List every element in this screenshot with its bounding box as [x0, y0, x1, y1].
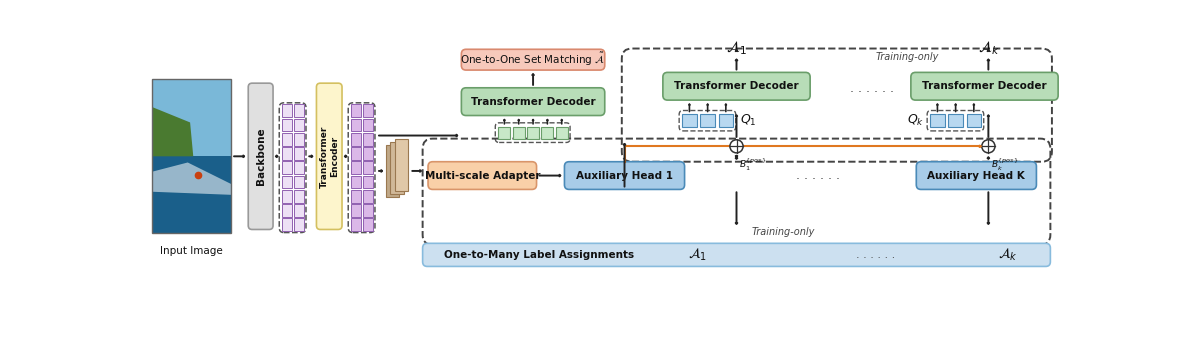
- FancyBboxPatch shape: [917, 162, 1036, 190]
- Polygon shape: [152, 162, 231, 195]
- Bar: [363, 119, 373, 131]
- Bar: [294, 104, 304, 117]
- Bar: [350, 133, 361, 145]
- Text: $\mathcal{A}_k$: $\mathcal{A}_k$: [998, 247, 1017, 263]
- Circle shape: [730, 140, 743, 153]
- Bar: [527, 127, 539, 139]
- Text: Transformer Decoder: Transformer Decoder: [923, 81, 1047, 91]
- Bar: [282, 190, 291, 203]
- Text: Transformer Decoder: Transformer Decoder: [674, 81, 799, 91]
- Bar: [294, 204, 304, 217]
- Bar: [294, 133, 304, 145]
- Bar: [363, 175, 373, 188]
- Bar: [294, 218, 304, 231]
- Bar: [294, 161, 304, 174]
- Text: $B_k^{\{pos\}}$: $B_k^{\{pos\}}$: [991, 157, 1018, 173]
- Bar: [719, 114, 733, 127]
- Bar: [363, 104, 373, 117]
- Text: Training-only: Training-only: [752, 227, 814, 237]
- Text: $\mathcal{A}_1$: $\mathcal{A}_1$: [688, 247, 707, 263]
- Bar: [363, 161, 373, 174]
- Bar: [350, 190, 361, 203]
- Bar: [363, 147, 373, 160]
- FancyBboxPatch shape: [248, 83, 273, 229]
- Bar: [282, 133, 291, 145]
- Bar: [350, 161, 361, 174]
- Text: Backbone: Backbone: [256, 127, 266, 185]
- Text: $\mathcal{A}_1$: $\mathcal{A}_1$: [726, 39, 747, 56]
- FancyBboxPatch shape: [461, 88, 604, 115]
- Bar: [966, 114, 981, 127]
- Bar: [152, 79, 231, 156]
- Text: Input Image: Input Image: [160, 246, 223, 256]
- Text: Auxiliary Head 1: Auxiliary Head 1: [576, 170, 673, 181]
- Text: . . . . . .: . . . . . .: [850, 82, 894, 95]
- Bar: [682, 114, 696, 127]
- Bar: [363, 133, 373, 145]
- Text: Training-only: Training-only: [876, 52, 938, 62]
- FancyBboxPatch shape: [663, 72, 811, 100]
- Bar: [294, 190, 304, 203]
- Bar: [363, 218, 373, 231]
- Bar: [498, 127, 511, 139]
- FancyBboxPatch shape: [461, 49, 604, 70]
- Bar: [386, 145, 399, 197]
- Bar: [152, 156, 231, 233]
- Text: Transformer
Encoder: Transformer Encoder: [320, 125, 339, 187]
- Bar: [294, 175, 304, 188]
- Bar: [701, 114, 715, 127]
- Bar: [282, 147, 291, 160]
- Bar: [282, 119, 291, 131]
- Bar: [282, 104, 291, 117]
- Bar: [152, 79, 231, 233]
- Bar: [391, 142, 404, 194]
- Text: $Q_1$: $Q_1$: [740, 113, 756, 128]
- Bar: [556, 127, 568, 139]
- Bar: [363, 190, 373, 203]
- FancyBboxPatch shape: [564, 162, 684, 190]
- Text: $B_1^{\{pos\}}$: $B_1^{\{pos\}}$: [739, 157, 766, 173]
- Circle shape: [982, 140, 995, 153]
- Polygon shape: [152, 107, 194, 156]
- Bar: [513, 127, 525, 139]
- FancyBboxPatch shape: [422, 243, 1050, 267]
- Text: . . . . . .: . . . . . .: [857, 250, 896, 260]
- Bar: [542, 127, 553, 139]
- Bar: [282, 161, 291, 174]
- FancyBboxPatch shape: [428, 162, 537, 190]
- Bar: [294, 119, 304, 131]
- FancyBboxPatch shape: [911, 72, 1058, 100]
- Text: $\mathcal{A}_k$: $\mathcal{A}_k$: [977, 39, 999, 56]
- FancyBboxPatch shape: [316, 83, 342, 229]
- Bar: [949, 114, 963, 127]
- Bar: [294, 147, 304, 160]
- Bar: [350, 218, 361, 231]
- Bar: [350, 175, 361, 188]
- Text: $Q_k$: $Q_k$: [907, 113, 924, 128]
- Text: One-to-One Set Matching $\tilde{\mathcal{A}}$: One-to-One Set Matching $\tilde{\mathcal…: [460, 51, 605, 68]
- Bar: [282, 175, 291, 188]
- Bar: [350, 104, 361, 117]
- Bar: [930, 114, 944, 127]
- Bar: [282, 204, 291, 217]
- Bar: [350, 147, 361, 160]
- Bar: [350, 119, 361, 131]
- Text: Auxiliary Head K: Auxiliary Head K: [927, 170, 1025, 181]
- Bar: [363, 204, 373, 217]
- Text: Transformer Decoder: Transformer Decoder: [471, 97, 596, 107]
- Bar: [395, 139, 408, 191]
- Bar: [282, 218, 291, 231]
- Bar: [350, 204, 361, 217]
- Text: One-to-Many Label Assignments: One-to-Many Label Assignments: [444, 250, 634, 260]
- Text: Multi-scale Adapter: Multi-scale Adapter: [425, 170, 540, 181]
- Text: . . . . . .: . . . . . .: [795, 169, 840, 182]
